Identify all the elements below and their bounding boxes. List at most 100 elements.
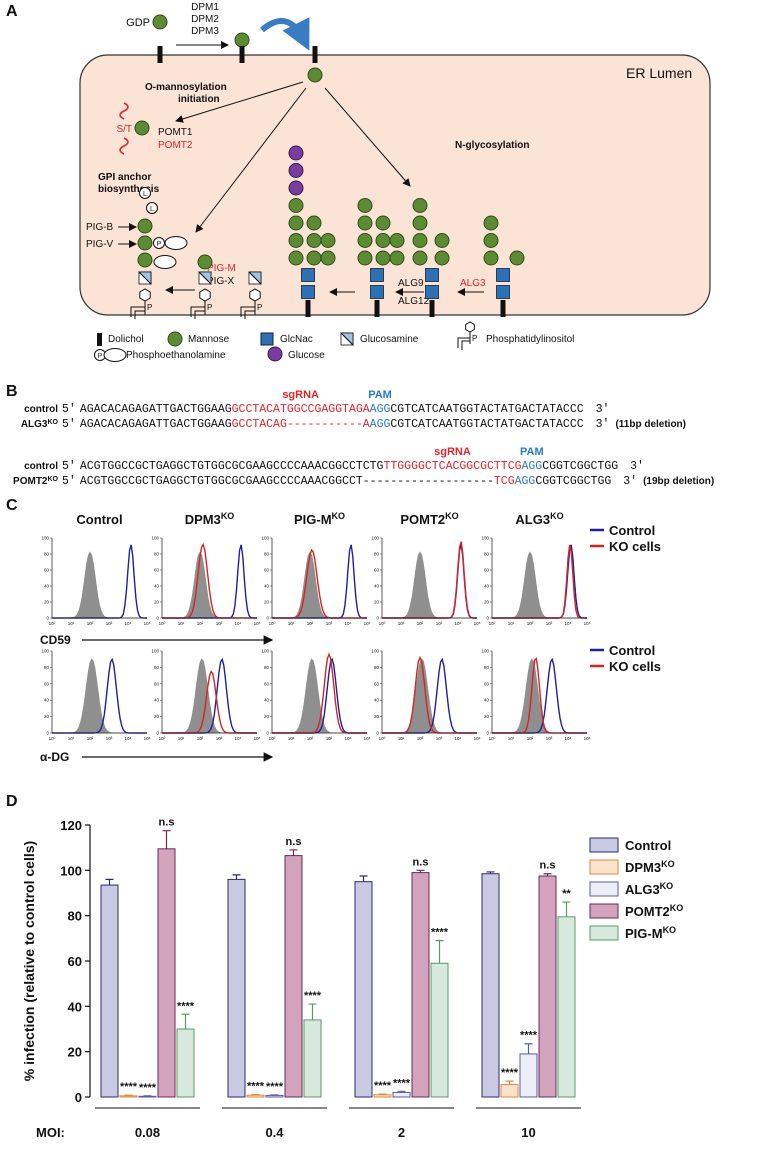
x-tick-label: 10¹: [288, 736, 295, 741]
column-title: POMT2KO: [400, 511, 458, 527]
y-tick-label: 40: [154, 698, 160, 703]
y-tick-label: 0: [156, 616, 159, 621]
x-tick-label: 10⁰: [379, 621, 386, 626]
x-tick-label: 10⁵: [584, 736, 591, 741]
y-tick-label: 40: [374, 698, 380, 703]
sugar: [288, 180, 304, 196]
sequence: 5′ ACGTGGCCGCTGAGGCTGTGGCGCGAAGCCCCAAACGG…: [62, 475, 714, 488]
dolichol: [97, 333, 102, 346]
panel-a: GDP DPM1 DPM2 DPM3 ER Lumen O-mannosylat…: [79, 2, 711, 362]
panel-label: A: [6, 3, 18, 20]
row-label-sup: KO: [48, 476, 59, 483]
sugar: [288, 198, 304, 213]
x-tick-label: 10¹: [508, 621, 515, 626]
glcnac: [496, 268, 510, 282]
legend-label: KO cells: [609, 539, 661, 554]
x-axis-label: MOI:: [36, 1125, 65, 1140]
legend-label: KO cells: [609, 659, 661, 674]
bar: [227, 878, 246, 1098]
y-tick-label: 80: [154, 665, 160, 670]
bar: [176, 1028, 195, 1098]
label: GDP: [126, 17, 150, 29]
significance-label: ****: [120, 1081, 138, 1093]
significance-label: ****: [139, 1082, 157, 1094]
error-bar: [486, 871, 495, 874]
significance-label: ****: [266, 1081, 284, 1093]
prime: 3′: [630, 460, 644, 473]
x-tick-label: 10¹: [68, 736, 75, 741]
x-tick-label: 10³: [106, 736, 113, 741]
row-label-sup: KO: [48, 419, 59, 426]
y-tick-label: 0: [266, 731, 269, 736]
sugar: [306, 233, 322, 248]
sugar: [434, 250, 450, 266]
sequence: 5′ ACGTGGCCGCTGAGGCTGTGGCGCGAAGCCCCAAACGG…: [62, 460, 644, 473]
y-tick-label: 60: [264, 568, 270, 573]
row-label-text: ALG3: [21, 419, 48, 430]
sugar: [412, 233, 428, 248]
significance-label: ****: [177, 1000, 195, 1012]
y-tick-label: 120: [60, 818, 82, 833]
label: POMT2: [158, 140, 193, 151]
sgrna-label: sgRNA: [434, 446, 471, 458]
column-title: ALG3KO: [515, 511, 563, 527]
y-tick-label: 60: [484, 568, 490, 573]
y-axis-label: % infection (relative to control cells): [21, 841, 37, 1081]
legend-label: Mannose: [188, 334, 230, 345]
y-tick-label: 40: [484, 698, 490, 703]
y-tick-label: 100: [151, 649, 159, 654]
error-bar: [416, 869, 425, 873]
pam-label: PAM: [520, 446, 544, 458]
glucosamine: [248, 271, 262, 285]
significance-label: ****: [393, 1077, 411, 1089]
row-label: control: [24, 404, 58, 415]
marker-label: CD59: [40, 633, 71, 647]
x-tick-label: 10⁴: [455, 736, 462, 741]
prime: 5′: [62, 475, 76, 488]
label: DPM3: [191, 26, 219, 37]
symbol: P: [147, 303, 152, 312]
y-tick-label: 0: [486, 616, 489, 621]
sugar: [288, 163, 304, 178]
lipid: [240, 301, 256, 319]
panel-label: C: [6, 497, 18, 514]
sequence-part: CGTCATCAATGGTACTATGACTATACCC: [390, 418, 583, 431]
sugar: [375, 233, 391, 248]
y-tick-label: 0: [376, 616, 379, 621]
x-tick-label: 10²: [307, 621, 314, 626]
sugar: [137, 218, 153, 234]
label: PIG-X: [207, 276, 235, 287]
label: ER Lumen: [626, 65, 692, 81]
y-tick-label: 100: [261, 536, 269, 541]
glcnac: [425, 268, 439, 282]
y-tick-label: 40: [68, 999, 82, 1014]
x-tick-label: 10¹: [178, 621, 185, 626]
y-tick-label: 80: [264, 665, 270, 670]
column-title-sup: KO: [445, 511, 459, 521]
legend-label: Dolichol: [108, 334, 144, 345]
x-tick-label: 2: [398, 1125, 405, 1140]
symbol: [146, 202, 158, 214]
label: ALG3: [460, 278, 486, 289]
inositol: [199, 288, 211, 302]
error-bar: [505, 1080, 514, 1085]
significance-label: n.s: [540, 860, 556, 872]
y-tick-label: 60: [154, 681, 160, 686]
sequence-part: AGACACAGAGATTGACTGGAAG: [80, 418, 232, 431]
y-tick-label: 20: [484, 600, 490, 605]
sequence-part: AGG: [370, 403, 391, 416]
y-tick-label: 60: [154, 568, 160, 573]
x-tick-label: 10³: [216, 736, 223, 741]
x-tick-label: 10⁴: [235, 736, 242, 741]
label: DPM2: [191, 14, 219, 25]
y-tick-label: 60: [484, 681, 490, 686]
y-tick-label: 40: [264, 584, 270, 589]
legend-label: Phosphatidylinositol: [486, 334, 574, 345]
lipid: [130, 301, 146, 319]
x-tick-label: 10²: [527, 621, 534, 626]
sugar: [357, 215, 373, 231]
x-tick-label: 10⁰: [159, 621, 166, 626]
x-tick-label: 10¹: [68, 621, 75, 626]
prime: 3′: [623, 475, 637, 488]
sequence-part: -------------------: [363, 475, 494, 488]
